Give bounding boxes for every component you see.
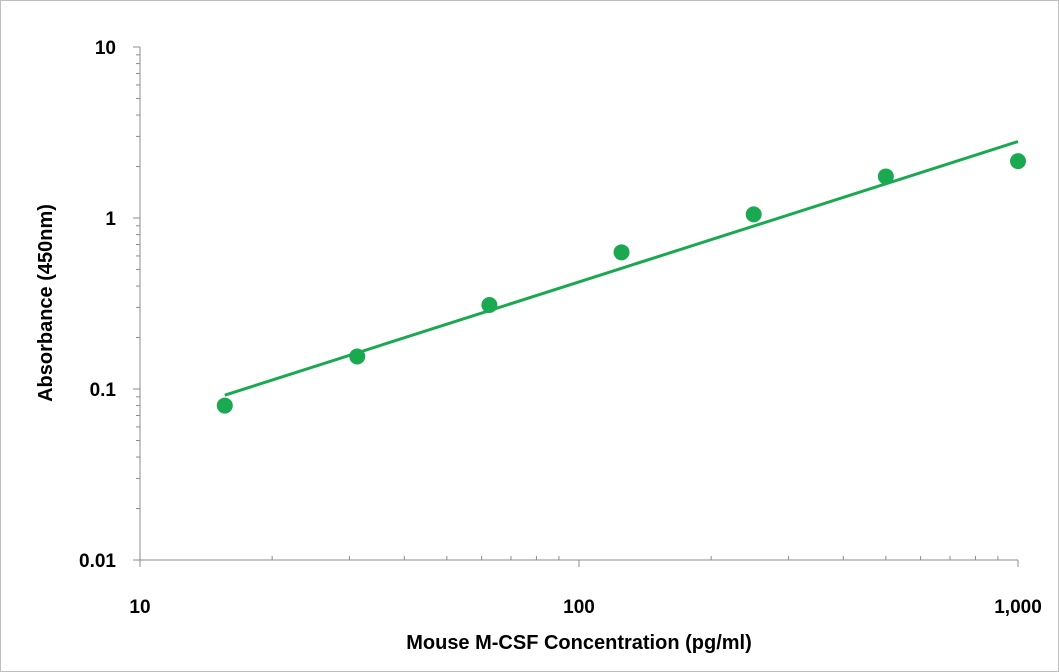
y-tick-label: 0.1 (90, 380, 117, 401)
data-point (349, 348, 366, 365)
y-tick-label: 0.01 (79, 551, 116, 572)
data-point (1010, 153, 1026, 170)
y-axis-title: Absorbance (450nm) (35, 204, 57, 402)
data-point (481, 296, 498, 313)
x-tick-label: 10 (129, 597, 150, 618)
x-tick-labels: 10 100 1,000 (129, 597, 1041, 618)
x-tick-label: 1,000 (994, 597, 1042, 618)
data-point (216, 397, 233, 414)
x-tick-label: 100 (563, 597, 595, 618)
axes (139, 47, 1018, 561)
data-points (216, 153, 1026, 414)
trendline-layer (224, 140, 1019, 397)
y-tick-labels: 0.01 0.1 1 10 (79, 38, 116, 572)
data-point (877, 168, 894, 185)
axis-ticks (133, 46, 1019, 567)
x-axis-title: Mouse M-CSF Concentration (pg/ml) (406, 632, 752, 654)
y-tick-label: 10 (95, 38, 116, 59)
y-tick-label: 1 (105, 209, 116, 230)
data-point (745, 206, 762, 223)
trendline (224, 140, 1019, 397)
data-point (613, 244, 630, 261)
